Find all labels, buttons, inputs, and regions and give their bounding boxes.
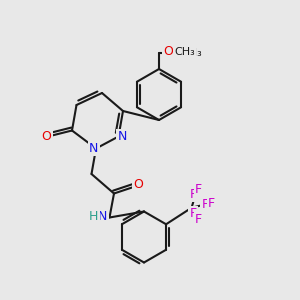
Text: F: F [190,207,196,220]
Text: F: F [202,198,208,211]
Text: CH₃: CH₃ [174,47,195,57]
Text: H: H [89,209,99,223]
Text: N: N [98,209,108,223]
Text: CH₃: CH₃ [182,47,203,58]
Text: F: F [195,183,202,196]
Text: O: O [42,130,51,143]
Text: F: F [208,197,215,210]
Text: N: N [89,142,98,155]
Text: O: O [164,45,173,58]
Text: F: F [190,188,196,201]
Text: O: O [133,178,143,191]
Text: N: N [117,130,127,143]
Text: F: F [195,213,202,226]
Text: O: O [169,46,179,59]
